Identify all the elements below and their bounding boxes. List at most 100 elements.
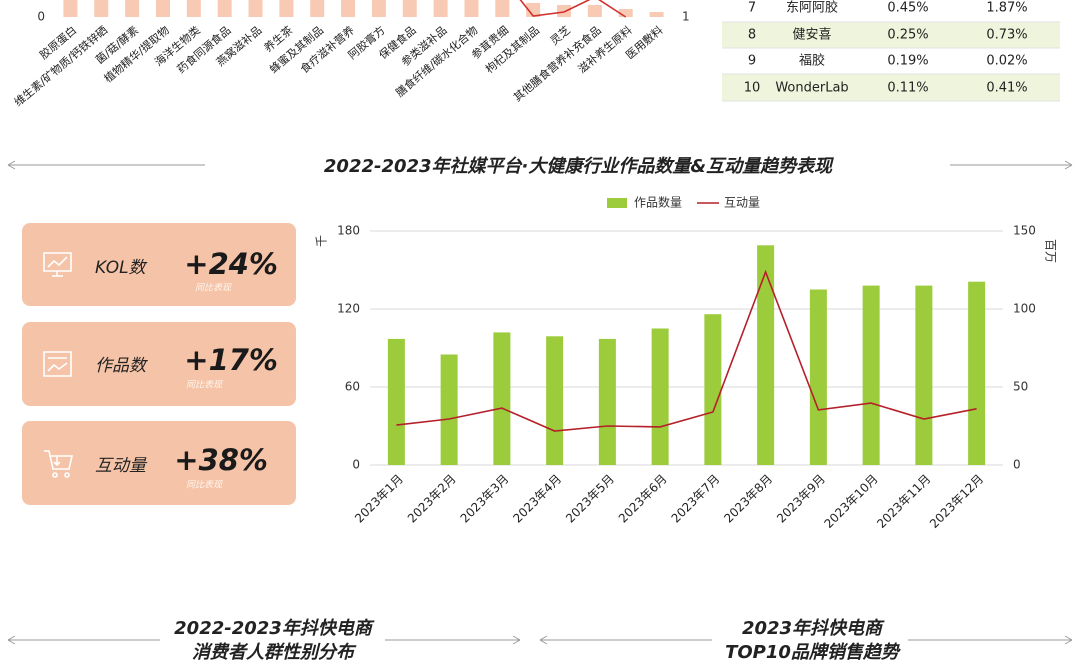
bar (495, 0, 510, 17)
bottom-title: 2022-2023年抖快电商 (174, 618, 375, 639)
kpi-label: KOL数 (95, 258, 148, 278)
line (396, 269, 977, 432)
kpi-label: 作品数 (95, 356, 148, 376)
bar (915, 285, 933, 465)
bar (757, 245, 775, 465)
icon-monitor (43, 252, 72, 277)
kpi-note: 同比表现 (195, 283, 232, 294)
y2-axis-label: 百万 (1044, 239, 1058, 263)
table-cell: 0.25% (887, 28, 928, 43)
bar (649, 12, 664, 17)
kpi-value: +24% (184, 247, 278, 281)
table-cell: 0.45% (887, 1, 928, 16)
decor-arrow (950, 160, 1073, 170)
kpi-label: 互动量 (95, 456, 148, 476)
bottom-title: 2023年抖快电商 (742, 618, 885, 639)
rank-table: 7 东阿阿胶 0.45% 1.87% 8 健安喜 0.25% 0.73% 9 福… (722, 0, 1060, 102)
x-tick-label: 2023年3月 (458, 472, 512, 526)
bar (186, 0, 201, 17)
icon-cart (44, 450, 74, 470)
x-tick-label: 2023年1月 (352, 472, 406, 526)
bar (651, 328, 669, 465)
bar (94, 0, 109, 17)
kpi-cards: KOL数 +24% 同比表现 作品数 +17% 同比表现 互动量 +38% 同比… (22, 223, 296, 505)
y2-tick-label: 50 (1013, 380, 1028, 394)
bar (464, 0, 479, 17)
x-tick-label: 2023年9月 (774, 472, 828, 526)
bar (387, 338, 405, 465)
bar (125, 0, 140, 17)
kpi-card (22, 421, 296, 505)
table-cell: 0.02% (986, 54, 1027, 69)
icon-picture (43, 351, 72, 377)
icon-cart-wheel (64, 472, 70, 478)
x-tick-label: 2023年4月 (510, 472, 564, 526)
x-tick-label: 灵芝 (548, 24, 573, 48)
kpi-value: +38% (174, 443, 268, 477)
x-tick-label: 2023年7月 (669, 472, 723, 526)
x-tick-label: 2023年11月 (874, 472, 933, 531)
y-tick-label: 60 (345, 380, 360, 394)
table-cell: 7 (748, 1, 756, 16)
legend-label: 互动量 (724, 196, 760, 210)
icon-cart-wheel (52, 472, 58, 478)
x-tick-label: 2023年2月 (405, 472, 459, 526)
decor-arrow (7, 160, 205, 170)
table-cell: 东阿阿胶 (786, 0, 838, 16)
table-cell: 0.11% (887, 81, 928, 96)
bar (809, 289, 827, 465)
bar (546, 336, 564, 465)
table-cell: WonderLab (775, 81, 848, 96)
table-cell: 0.41% (986, 81, 1027, 96)
table-cell: 9 (748, 54, 756, 69)
bottom-subtitle: TOP10品牌销售趋势 (725, 642, 901, 663)
y-axis-label: 千 (315, 235, 329, 247)
bar (371, 0, 386, 17)
legend-label: 作品数量 (634, 195, 682, 210)
y2-tick-label: 0 (1013, 458, 1021, 472)
bar (310, 0, 325, 17)
bar (587, 5, 602, 17)
y-tick-label: 120 (337, 302, 360, 316)
row-bg (722, 74, 1060, 101)
decor-arrow (539, 635, 1073, 645)
bar (279, 0, 294, 17)
legend-swatch (607, 198, 627, 208)
bottom-headers: 2022-2023年抖快电商 消费者人群性别分布 2023年抖快电商 TOP10… (7, 618, 1073, 663)
bar (341, 0, 356, 17)
bar (493, 332, 511, 465)
table-cell: 8 (748, 28, 756, 43)
bar (63, 0, 78, 17)
bar (402, 0, 417, 17)
y2-tick-label: 1 (682, 10, 690, 24)
section-header: 2022-2023年社媒平台·大健康行业作品数量&互动量趋势表现 (7, 156, 1073, 177)
bar (155, 0, 170, 17)
kpi-icons (43, 252, 74, 478)
bar (704, 314, 722, 465)
y-tick-label: 0 (352, 458, 360, 472)
x-tick-label: 2023年6月 (616, 472, 670, 526)
bar (526, 3, 541, 17)
table-cell: 10 (744, 81, 761, 96)
bar (598, 338, 616, 465)
y-tick-label: 0 (37, 10, 45, 24)
bar (968, 281, 986, 465)
y2-tick-label: 150 (1013, 224, 1036, 238)
kpi-card (22, 223, 296, 306)
row-bg (722, 22, 1060, 48)
table-cell: 健安喜 (792, 28, 831, 43)
x-tick-label: 2023年5月 (563, 472, 617, 526)
section-title: 2022-2023年社媒平台·大健康行业作品数量&互动量趋势表现 (324, 156, 834, 177)
y2-tick-label: 100 (1013, 302, 1036, 316)
table-cell: 1.87% (986, 1, 1027, 16)
table-cell: 福胶 (799, 53, 825, 69)
table-cell: 0.19% (887, 54, 928, 69)
bar (433, 0, 448, 17)
bar (217, 0, 232, 17)
bar (618, 9, 633, 17)
kpi-note: 同比表现 (186, 380, 223, 391)
x-tick-label: 2023年12月 (927, 472, 986, 531)
table-cell: 0.73% (986, 28, 1027, 43)
bar (248, 0, 263, 17)
